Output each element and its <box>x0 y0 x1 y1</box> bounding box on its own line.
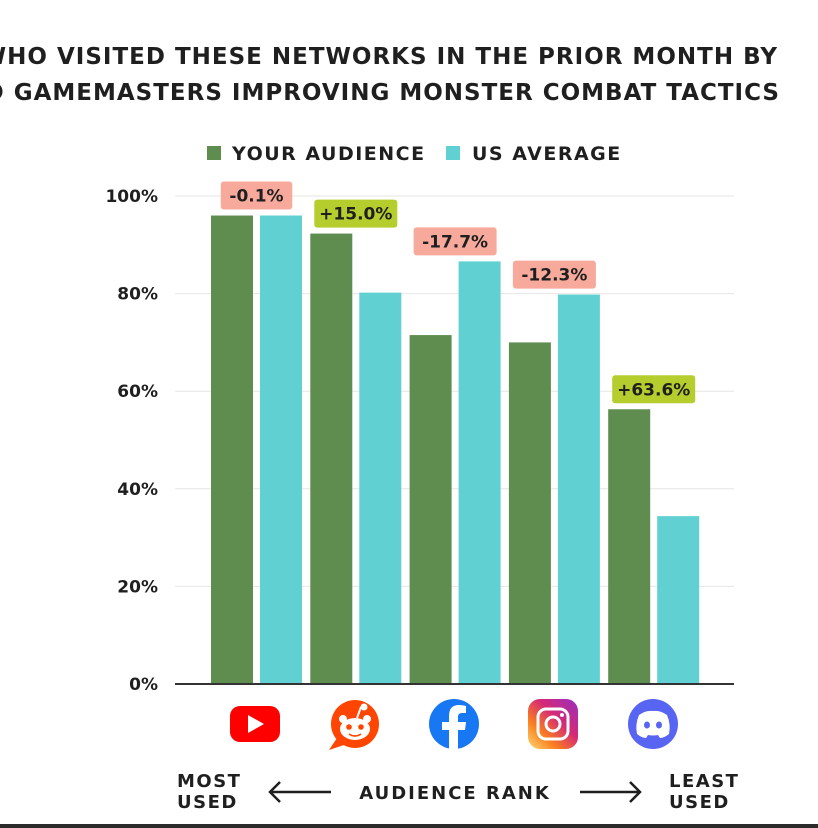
y-tick-label: 40% <box>117 480 158 500</box>
youtube-icon <box>230 706 280 742</box>
bar-your-audience-reddit <box>310 233 353 685</box>
difference-label: +63.6% <box>617 380 690 400</box>
instagram-icon <box>528 699 578 749</box>
bar-us-average-discord <box>657 516 700 684</box>
arrow-left-icon <box>268 781 331 803</box>
difference-label: -17.7% <box>422 232 488 252</box>
audience-rank-axis: MOST USED AUDIENCE RANK LEAST USED <box>177 771 739 813</box>
legend-swatch-us-average <box>446 146 460 160</box>
bar-your-audience-youtube <box>211 215 253 684</box>
difference-labels: -0.1% +15.0% -17.7% -12.3% +63.6% <box>220 181 696 404</box>
chart-title-line-2: D&D GAMEMASTERS IMPROVING MONSTER COMBAT… <box>0 80 780 106</box>
difference-label: +15.0% <box>319 205 392 225</box>
bar-us-average-reddit <box>359 292 402 684</box>
difference-badge <box>220 181 293 210</box>
least-used-label-line-1: LEAST <box>669 771 739 792</box>
chart-title-line-1: % WHO VISITED THESE NETWORKS IN THE PRIO… <box>0 44 778 70</box>
bar-your-audience-facebook <box>409 335 452 684</box>
difference-badge <box>314 199 398 228</box>
y-tick-label: 100% <box>105 187 158 207</box>
y-tick-label: 0% <box>129 675 158 695</box>
bar-your-audience-discord <box>608 409 651 684</box>
legend: YOUR AUDIENCE US AVERAGE <box>207 143 622 165</box>
difference-label: -12.3% <box>521 266 587 286</box>
y-axis-tick-labels: 0% 20% 40% 60% 80% 100% <box>105 187 158 695</box>
y-tick-label: 60% <box>117 382 158 402</box>
bar-us-average-youtube <box>260 215 302 684</box>
arrow-right-icon <box>580 781 642 803</box>
difference-badge <box>612 375 696 404</box>
difference-badge <box>512 260 596 289</box>
audience-rank-label: AUDIENCE RANK <box>359 783 551 804</box>
facebook-icon <box>429 699 479 749</box>
bars <box>211 215 700 685</box>
bar-us-average-instagram <box>557 294 600 684</box>
bar-us-average-facebook <box>458 261 501 684</box>
legend-label-your-audience: YOUR AUDIENCE <box>231 143 426 165</box>
most-used-label-line-1: MOST <box>177 771 241 792</box>
legend-label-us-average: US AVERAGE <box>472 143 622 165</box>
difference-badge <box>413 227 497 256</box>
legend-swatch-your-audience <box>207 146 221 160</box>
y-tick-label: 80% <box>117 285 158 305</box>
most-used-label-line-2: USED <box>177 792 238 813</box>
bottom-rule <box>0 824 818 828</box>
discord-icon <box>628 699 678 749</box>
least-used-label-line-2: USED <box>669 792 730 813</box>
reddit-icon <box>329 700 379 750</box>
difference-label: -0.1% <box>229 187 283 207</box>
bar-your-audience-instagram <box>508 342 551 684</box>
y-tick-label: 20% <box>117 577 158 597</box>
